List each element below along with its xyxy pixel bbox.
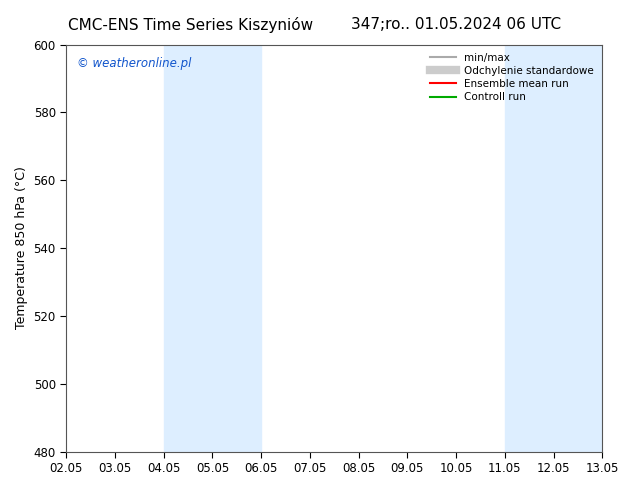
Legend: min/max, Odchylenie standardowe, Ensemble mean run, Controll run: min/max, Odchylenie standardowe, Ensembl…: [427, 49, 597, 105]
Y-axis label: Temperature 850 hPa (°C): Temperature 850 hPa (°C): [15, 167, 28, 329]
Text: © weatheronline.pl: © weatheronline.pl: [77, 57, 191, 70]
Bar: [164, 45, 261, 452]
Text: CMC-ENS Time Series Kiszyniów: CMC-ENS Time Series Kiszyniów: [68, 17, 313, 33]
Bar: [505, 45, 602, 452]
Text: 347;ro.. 01.05.2024 06 UTC: 347;ro.. 01.05.2024 06 UTC: [351, 17, 562, 32]
